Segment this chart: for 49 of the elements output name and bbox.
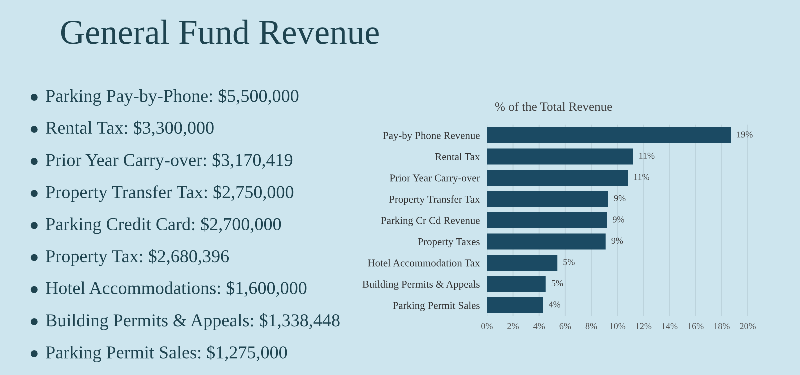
y-tick-label: Prior Year Carry-over bbox=[390, 174, 480, 184]
x-tick-label: 20% bbox=[740, 323, 756, 330]
x-tick-label: 4% bbox=[534, 323, 546, 330]
y-tick-label: Rental Tax bbox=[435, 153, 480, 160]
bar bbox=[487, 148, 634, 165]
bar bbox=[487, 298, 544, 314]
bar bbox=[487, 128, 732, 144]
data-label: 5% bbox=[564, 259, 575, 266]
chart-subtitle: % of the Total Revenue bbox=[495, 102, 612, 112]
data-label: 9% bbox=[613, 216, 624, 223]
bar bbox=[487, 170, 628, 186]
x-tick-label: 2% bbox=[508, 323, 519, 330]
x-tick-label: 16% bbox=[688, 323, 704, 330]
text: Property Transfer Tax: $2,750,000 bbox=[46, 185, 294, 202]
bar bbox=[487, 234, 606, 250]
y-tick-label: Pay-by Phone Revenue bbox=[383, 132, 480, 142]
x-tick-label: 6% bbox=[560, 323, 572, 330]
x-tick-label: 8% bbox=[586, 323, 598, 330]
data-label: 5% bbox=[552, 280, 564, 287]
text: Building Permits & Appeals: $1,338,448 bbox=[46, 313, 340, 330]
text: Parking Credit Card: $2,700,000 bbox=[46, 217, 282, 234]
bar bbox=[487, 212, 608, 228]
chart-title: General Fund Revenue bbox=[61, 20, 379, 44]
x-tick-label: 18% bbox=[714, 323, 730, 330]
bar bbox=[487, 276, 546, 292]
text: Hotel Accommodations: $1,600,000 bbox=[46, 281, 307, 297]
x-tick-label: 0% bbox=[482, 323, 493, 330]
y-tick-label: Property Transfer Tax bbox=[389, 196, 480, 206]
text: Prior Year Carry-over: $3,170,419 bbox=[46, 153, 293, 170]
data-label: 9% bbox=[614, 195, 626, 202]
text: Parking Permit Sales: $1,275,000 bbox=[46, 346, 288, 362]
text: Parking Pay-by-Phone: $5,500,000 bbox=[46, 89, 299, 106]
x-tick-label: 10% bbox=[610, 323, 626, 330]
y-tick-label: Parking Permit Sales bbox=[393, 302, 480, 312]
x-tick-label: 12% bbox=[636, 323, 652, 330]
bar bbox=[487, 255, 558, 271]
data-label: 11% bbox=[640, 152, 655, 160]
bar bbox=[487, 191, 608, 208]
data-label: 4% bbox=[549, 302, 561, 308]
y-tick-label: Hotel Accommodation Tax bbox=[368, 259, 480, 267]
text: Rental Tax: $3,300,000 bbox=[46, 120, 214, 137]
y-tick-label: Building Permits & Appeals bbox=[362, 280, 480, 290]
text: Property Tax: $2,680,396 bbox=[46, 249, 230, 266]
y-tick-label: Property Taxes bbox=[418, 238, 480, 248]
x-tick-label: 14% bbox=[662, 323, 678, 330]
data-label: 11% bbox=[634, 174, 650, 180]
y-tick-label: Parking Cr Cd Revenue bbox=[381, 216, 480, 226]
data-label: 19% bbox=[737, 132, 753, 138]
data-label: 9% bbox=[612, 238, 624, 244]
